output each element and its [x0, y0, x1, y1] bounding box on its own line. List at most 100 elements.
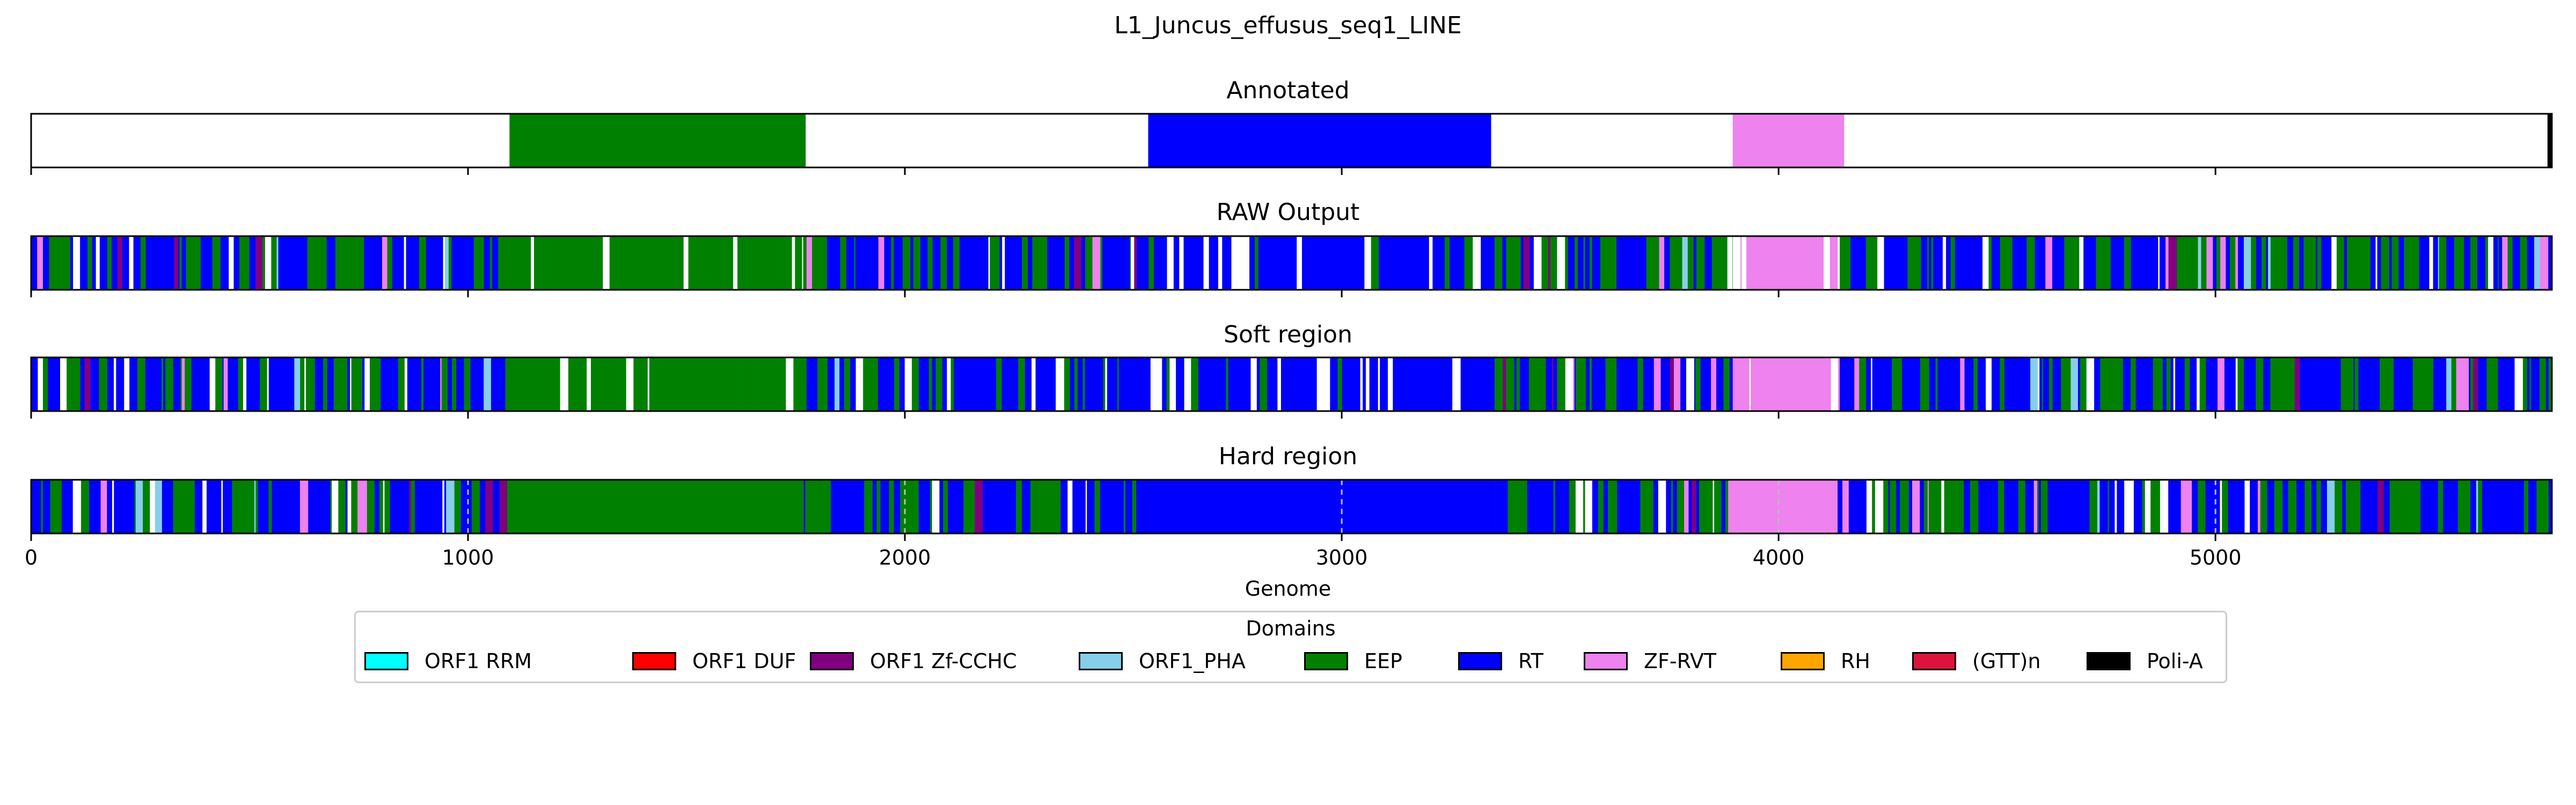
- domain-stripe: [1576, 357, 1578, 411]
- domain-stripe: [1816, 357, 1824, 411]
- domain-stripe: [631, 236, 639, 290]
- domain-stripe: [702, 357, 709, 411]
- domain-stripe: [2303, 236, 2312, 290]
- domain-stripe: [1209, 357, 1216, 411]
- domain-stripe: [531, 236, 535, 290]
- domain-stripe: [1589, 236, 1593, 290]
- domain-stripe: [181, 480, 186, 533]
- domain-stripe: [604, 357, 608, 411]
- domain-stripe: [2419, 236, 2426, 290]
- domain-stripe: [2314, 357, 2321, 411]
- domain-stripe: [1344, 236, 1353, 290]
- domain-stripe: [202, 480, 207, 533]
- domain-stripe: [806, 236, 813, 290]
- domain-stripe: [1032, 236, 1038, 290]
- domain-stripe: [1629, 357, 1633, 411]
- domain-stripe: [2109, 480, 2115, 533]
- domain-stripe: [1516, 480, 1520, 533]
- domain-stripe: [2296, 480, 2305, 533]
- domain-stripe: [1666, 480, 1668, 533]
- domain-stripe: [1100, 480, 1109, 533]
- domain-stripe: [253, 357, 260, 411]
- domain-stripe: [470, 357, 477, 411]
- domain-stripe: [1209, 236, 1218, 290]
- domain-stripe: [346, 236, 352, 290]
- domain-stripe: [2353, 480, 2361, 533]
- domain-stripe: [659, 236, 666, 290]
- domain-stripe: [1263, 236, 1269, 290]
- domain-stripe: [534, 236, 539, 290]
- domain-stripe: [364, 357, 370, 411]
- domain-segment: [1148, 114, 1491, 167]
- domain-stripe: [1293, 357, 1302, 411]
- domain-stripe: [254, 480, 256, 533]
- domain-stripe: [1218, 357, 1226, 411]
- domain-stripe: [2266, 236, 2268, 290]
- domain-stripe: [1417, 236, 1422, 290]
- domain-stripe: [1176, 357, 1179, 411]
- domain-stripe: [2380, 357, 2386, 411]
- domain-stripe: [515, 236, 519, 290]
- domain-stripe: [1035, 357, 1038, 411]
- domain-stripe: [1502, 480, 1508, 533]
- domain-stripe: [1378, 357, 1380, 411]
- domain-stripe: [233, 236, 240, 290]
- domain-stripe: [1366, 357, 1370, 411]
- domain-stripe: [1179, 236, 1184, 290]
- domain-segment: [1732, 114, 1845, 167]
- domain-stripe: [2440, 357, 2447, 411]
- domain-stripe: [2190, 357, 2195, 411]
- domain-stripe: [173, 357, 181, 411]
- domain-stripe: [367, 480, 375, 533]
- domain-stripe: [490, 236, 493, 290]
- domain-stripe: [827, 480, 831, 533]
- domain-stripe: [1091, 357, 1096, 411]
- domain-stripe: [2366, 480, 2374, 533]
- domain-stripe: [1085, 480, 1087, 533]
- domain-stripe: [2009, 236, 2013, 290]
- domain-stripe: [2507, 236, 2511, 290]
- domain-stripe: [370, 357, 377, 411]
- domain-stripe: [2399, 357, 2406, 411]
- domain-stripe: [1005, 236, 1012, 290]
- domain-stripe: [1443, 236, 1445, 290]
- domain-stripe: [2237, 357, 2243, 411]
- domain-stripe: [1009, 357, 1019, 411]
- domain-stripe: [124, 357, 130, 411]
- domain-stripe: [1866, 480, 1872, 533]
- domain-stripe: [409, 236, 416, 290]
- domain-stripe: [855, 236, 858, 290]
- domain-stripe: [1482, 357, 1491, 411]
- domain-stripe: [623, 236, 632, 290]
- domain-stripe: [1550, 236, 1555, 290]
- domain-stripe: [493, 236, 499, 290]
- domain-stripe: [31, 236, 38, 290]
- domain-stripe: [255, 480, 258, 533]
- domain-stripe: [1992, 357, 1998, 411]
- domain-stripe: [368, 236, 375, 290]
- domain-stripe: [421, 357, 423, 411]
- domain-stripe: [2218, 357, 2225, 411]
- domain-stripe: [1002, 236, 1005, 290]
- domain-stripe: [1137, 357, 1146, 411]
- domain-stripe: [395, 480, 402, 533]
- domain-stripe: [1199, 236, 1204, 290]
- domain-stripe: [1092, 236, 1101, 290]
- domain-stripe: [466, 236, 474, 290]
- domain-stripe: [479, 236, 484, 290]
- domain-stripe: [894, 357, 900, 411]
- domain-stripe: [222, 357, 224, 411]
- domain-stripe: [796, 357, 804, 411]
- domain-stripe: [72, 480, 82, 533]
- domain-stripe: [2076, 480, 2082, 533]
- domain-stripe: [1743, 357, 1750, 411]
- domain-stripe: [2117, 236, 2119, 290]
- domain-stripe: [1291, 236, 1297, 290]
- domain-stripe: [1670, 236, 1672, 290]
- domain-stripe: [999, 480, 1006, 533]
- domain-stripe: [2498, 236, 2499, 290]
- domain-stripe: [714, 357, 715, 411]
- domain-stripe: [2395, 480, 2402, 533]
- domain-stripe: [260, 357, 262, 411]
- domain-stripe: [378, 236, 383, 290]
